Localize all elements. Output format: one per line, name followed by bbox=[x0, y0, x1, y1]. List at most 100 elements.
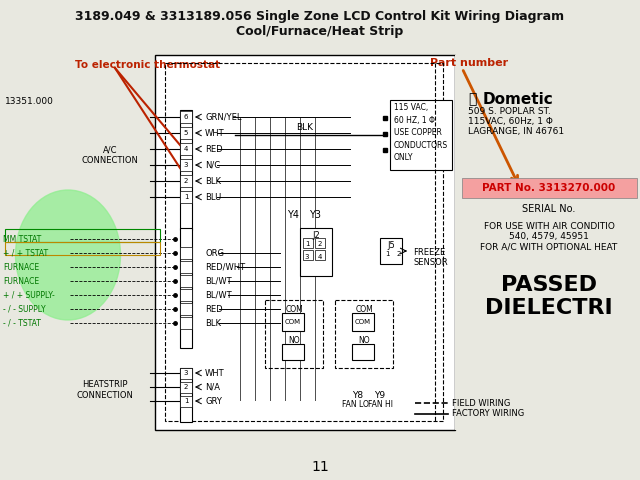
Bar bbox=[165, 63, 443, 421]
Text: 540, 4579, 45951: 540, 4579, 45951 bbox=[509, 232, 589, 241]
Text: HEATSTRIP
CONNECTION: HEATSTRIP CONNECTION bbox=[77, 380, 133, 400]
Bar bbox=[180, 159, 192, 171]
Text: FOR USE WITH AIR CONDITIO: FOR USE WITH AIR CONDITIO bbox=[484, 222, 614, 231]
Text: 509 S. POPLAR ST.: 509 S. POPLAR ST. bbox=[468, 107, 551, 116]
Text: PART No. 3313270.000: PART No. 3313270.000 bbox=[483, 183, 616, 193]
Text: 2: 2 bbox=[397, 251, 401, 257]
Bar bbox=[180, 110, 192, 230]
Bar bbox=[180, 303, 192, 315]
Bar bbox=[180, 368, 192, 422]
Text: 2: 2 bbox=[318, 241, 322, 247]
Bar bbox=[180, 191, 192, 203]
Bar bbox=[5, 229, 160, 242]
Text: 13351.000: 13351.000 bbox=[5, 97, 54, 106]
Bar bbox=[5, 242, 160, 255]
Text: 1: 1 bbox=[385, 251, 389, 257]
Bar bbox=[315, 250, 325, 260]
Bar bbox=[462, 178, 637, 198]
Bar bbox=[335, 300, 393, 368]
Text: - / - SUPPLY: - / - SUPPLY bbox=[3, 304, 45, 313]
Text: BLU: BLU bbox=[205, 192, 221, 202]
Bar bbox=[180, 317, 192, 329]
Bar bbox=[180, 382, 192, 393]
Text: N/A: N/A bbox=[205, 383, 220, 392]
Text: Y8: Y8 bbox=[353, 391, 364, 400]
Text: Part number: Part number bbox=[430, 58, 508, 68]
Text: FREEZE
SENSOR: FREEZE SENSOR bbox=[413, 248, 447, 267]
Bar bbox=[180, 111, 192, 123]
Text: WHT: WHT bbox=[205, 369, 225, 377]
Text: BLK: BLK bbox=[205, 319, 221, 327]
Text: LAGRANGE, IN 46761: LAGRANGE, IN 46761 bbox=[468, 127, 564, 136]
Text: FURNACE: FURNACE bbox=[3, 276, 39, 286]
Bar bbox=[180, 143, 192, 155]
Text: COM: COM bbox=[355, 305, 373, 314]
Bar bbox=[180, 247, 192, 259]
Text: GRN/YEL: GRN/YEL bbox=[205, 112, 241, 121]
Text: 6: 6 bbox=[184, 114, 188, 120]
Text: 3189.049 & 3313189.056 Single Zone LCD Control Kit Wiring Diagram: 3189.049 & 3313189.056 Single Zone LCD C… bbox=[76, 10, 564, 23]
Bar bbox=[282, 344, 304, 360]
Text: 2: 2 bbox=[184, 384, 188, 390]
Text: RED: RED bbox=[205, 304, 223, 313]
Bar bbox=[315, 238, 325, 248]
Bar bbox=[265, 300, 323, 368]
Bar bbox=[455, 55, 640, 430]
Ellipse shape bbox=[15, 190, 120, 320]
Text: + / + TSTAT: + / + TSTAT bbox=[3, 249, 48, 257]
Text: ⓘ: ⓘ bbox=[468, 92, 476, 106]
Text: ORG: ORG bbox=[205, 249, 224, 257]
Text: BL/WT: BL/WT bbox=[205, 276, 232, 286]
Bar bbox=[180, 396, 192, 407]
Text: - / - TSTAT: - / - TSTAT bbox=[3, 319, 41, 327]
Text: Y9: Y9 bbox=[374, 391, 385, 400]
Bar bbox=[352, 344, 374, 360]
Text: 115 VAC,
60 HZ, 1 Φ
USE COPPER
CONDUCTORS
ONLY: 115 VAC, 60 HZ, 1 Φ USE COPPER CONDUCTOR… bbox=[394, 103, 448, 162]
Text: 2: 2 bbox=[184, 178, 188, 184]
Text: 1: 1 bbox=[184, 194, 188, 200]
Text: GRY: GRY bbox=[205, 396, 222, 406]
Text: FAN LO: FAN LO bbox=[342, 400, 369, 409]
Text: 4: 4 bbox=[184, 146, 188, 152]
Text: NO: NO bbox=[288, 336, 300, 345]
Text: FIELD WIRING: FIELD WIRING bbox=[452, 398, 510, 408]
Text: 3: 3 bbox=[184, 370, 188, 376]
Text: BLK: BLK bbox=[205, 177, 221, 185]
Bar bbox=[180, 261, 192, 273]
Text: Dometic: Dometic bbox=[483, 92, 554, 107]
Text: 4: 4 bbox=[318, 254, 322, 260]
Bar bbox=[390, 100, 452, 170]
Bar bbox=[282, 313, 304, 331]
Text: BLK: BLK bbox=[296, 123, 314, 132]
Bar bbox=[180, 289, 192, 301]
Text: 5: 5 bbox=[184, 130, 188, 136]
Text: MM TSTAT: MM TSTAT bbox=[3, 235, 41, 243]
Text: DIELECTRI: DIELECTRI bbox=[485, 298, 613, 318]
Bar bbox=[380, 238, 402, 264]
Text: To electronic thermostat: To electronic thermostat bbox=[75, 60, 220, 70]
Text: Y4: Y4 bbox=[287, 210, 299, 220]
Bar bbox=[303, 250, 313, 260]
Text: RED/WHT: RED/WHT bbox=[205, 263, 245, 272]
Text: SERIAL No.: SERIAL No. bbox=[522, 204, 576, 214]
Text: FACTORY WIRING: FACTORY WIRING bbox=[452, 409, 524, 419]
Text: FOR A/C WITH OPTIONAL HEAT: FOR A/C WITH OPTIONAL HEAT bbox=[481, 242, 618, 251]
Text: Y3: Y3 bbox=[309, 210, 321, 220]
Text: FAN HI: FAN HI bbox=[369, 400, 394, 409]
Text: COM: COM bbox=[285, 319, 301, 325]
Bar bbox=[155, 55, 455, 430]
Text: + / + SUPPLY-: + / + SUPPLY- bbox=[3, 290, 55, 300]
Text: NO: NO bbox=[358, 336, 370, 345]
Bar bbox=[300, 228, 332, 276]
Text: J2: J2 bbox=[312, 231, 320, 240]
Bar bbox=[180, 368, 192, 379]
Text: COM: COM bbox=[285, 305, 303, 314]
Text: WHT: WHT bbox=[205, 129, 225, 137]
Text: 3: 3 bbox=[184, 162, 188, 168]
Text: Cool/Furnace/Heat Strip: Cool/Furnace/Heat Strip bbox=[236, 25, 404, 38]
Text: 115VAC, 60Hz, 1 Φ: 115VAC, 60Hz, 1 Φ bbox=[468, 117, 553, 126]
Text: 1: 1 bbox=[305, 241, 309, 247]
Bar bbox=[352, 313, 374, 331]
Text: FURNACE: FURNACE bbox=[3, 263, 39, 272]
Text: A/C
CONNECTION: A/C CONNECTION bbox=[81, 145, 138, 165]
